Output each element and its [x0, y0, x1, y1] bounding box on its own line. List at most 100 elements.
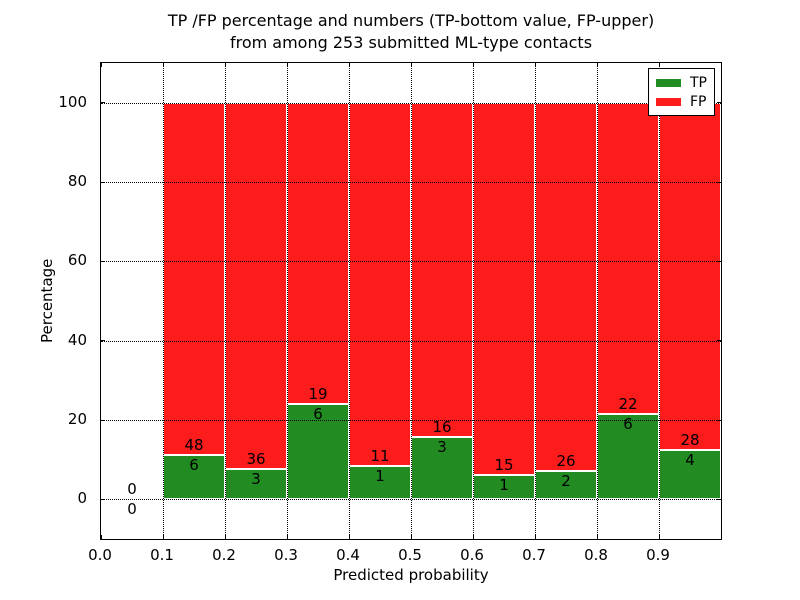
chart-title-line-1: TP /FP percentage and numbers (TP-bottom…	[167, 11, 655, 30]
tick-x-bottom-0.7	[534, 535, 536, 539]
tick-y-right-40	[717, 340, 721, 342]
tick-label-x-0.2: 0.2	[212, 546, 236, 564]
tick-label-x-0.3: 0.3	[274, 546, 298, 564]
bar-count-fp-0.9: 28	[680, 430, 700, 449]
tick-x-bottom-0.4	[348, 535, 350, 539]
tick-x-bottom-0.9	[658, 535, 660, 539]
fp-swatch-icon	[656, 97, 681, 106]
tick-x-top-0.6	[472, 63, 474, 67]
bar-count-tp-0.2: 3	[251, 469, 261, 488]
bar-count-fp-0.3: 19	[308, 385, 328, 404]
bar-tp-0.6	[473, 474, 535, 500]
bar-fp-0.7	[535, 102, 597, 471]
tick-label-x-0.7: 0.7	[522, 546, 546, 564]
bar-count-tp-0.6: 1	[499, 475, 509, 494]
bar-fp-0.2	[225, 102, 287, 469]
tick-x-bottom-0.6	[472, 535, 474, 539]
bar-count-fp-0: 0	[127, 480, 137, 499]
bar-count-fp-0.7: 26	[556, 452, 576, 470]
bar-count-tp-0.3: 6	[313, 405, 323, 424]
bar-fp-0.3	[287, 102, 349, 405]
gridline-v-0.2	[225, 63, 226, 539]
bar-count-fp-0.4: 11	[370, 447, 390, 466]
bar-count-tp-0: 0	[127, 500, 137, 519]
tick-y-right-20	[717, 419, 721, 421]
tick-y-left-20	[101, 419, 105, 421]
tick-x-bottom-0.5	[410, 535, 412, 539]
tick-x-bottom-0.0	[100, 535, 102, 539]
bar-tp-0.1	[163, 455, 225, 500]
gridline-v-0.9	[659, 63, 660, 539]
bar-count-tp-0.1: 6	[189, 456, 199, 475]
chart-title-line-2: from among 253 submitted ML-type contact…	[229, 33, 593, 52]
tick-x-bottom-0.3	[286, 535, 288, 539]
gridline-v-0.6	[473, 63, 474, 539]
tick-label-y-40: 40	[67, 330, 87, 349]
tick-label-x-0.0: 0.0	[88, 546, 112, 564]
bar-fp-0.4	[349, 102, 411, 467]
plot-area: TP FP 0 0 48 6 36 3 19 6 11 1 16 3 15 1 26 2 22 6 28 4	[100, 62, 722, 540]
gridline-v-0.1	[163, 63, 164, 539]
tick-label-y-100: 100	[58, 92, 87, 111]
tick-y-left-100	[101, 102, 105, 104]
tick-label-x-0.5: 0.5	[398, 546, 422, 564]
tick-label-y-80: 80	[67, 172, 87, 190]
tick-label-x-0.6: 0.6	[460, 546, 484, 564]
tick-y-right-0	[717, 498, 721, 500]
tick-label-x-0.1: 0.1	[150, 546, 174, 564]
legend-item-fp: FP	[656, 92, 707, 111]
tick-x-bottom-0.1	[162, 535, 164, 539]
tick-x-top-0.1	[162, 63, 164, 67]
bar-count-fp-0.5: 16	[432, 417, 452, 436]
tick-x-top-0.7	[534, 63, 536, 67]
tick-x-top-0.9	[658, 63, 660, 67]
tick-label-x-0.9: 0.9	[646, 546, 670, 564]
bar-fp-0.1	[163, 102, 225, 456]
bar-count-fp-0.1: 48	[184, 436, 204, 455]
legend-label-fp: FP	[690, 93, 707, 110]
tick-x-top-0.3	[286, 63, 288, 67]
tick-y-left-0	[101, 498, 105, 500]
gridline-v-0.8	[597, 63, 598, 539]
bar-count-tp-0.8: 6	[623, 415, 633, 434]
tick-x-bottom-0.8	[596, 535, 598, 539]
chart-title: TP /FP percentage and numbers (TP-bottom…	[100, 10, 722, 54]
bar-count-tp-0.5: 3	[437, 437, 447, 456]
legend-item-tp: TP	[656, 73, 707, 92]
gridline-v-0.3	[287, 63, 288, 539]
tick-label-x-0.4: 0.4	[336, 546, 360, 564]
bar-tp-0.4	[349, 466, 411, 500]
tick-x-top-0.0	[100, 63, 102, 67]
tick-x-bottom-0.2	[224, 535, 226, 539]
bar-fp-0.5	[411, 102, 473, 437]
tick-y-right-60	[717, 260, 721, 262]
bar-count-fp-0.6: 15	[494, 455, 514, 474]
tp-swatch-icon	[656, 78, 681, 87]
tick-x-top-0.8	[596, 63, 598, 67]
tick-y-left-60	[101, 260, 105, 262]
bar-count-tp-0.7: 2	[561, 472, 571, 490]
tick-label-y-0: 0	[77, 489, 87, 508]
tick-y-left-80	[101, 181, 105, 183]
bar-count-fp-0.2: 36	[246, 449, 266, 468]
gridline-v-0.4	[349, 63, 350, 539]
tick-x-top-0.5	[410, 63, 412, 67]
bar-fp-0.8	[597, 102, 659, 415]
bar-tp-0.8	[597, 414, 659, 500]
bar-count-tp-0.4: 1	[375, 467, 385, 486]
gridline-v-0.5	[411, 63, 412, 539]
tick-x-top-0.2	[224, 63, 226, 67]
bar-fp-0.9	[659, 102, 721, 450]
tick-label-x-0.8: 0.8	[584, 546, 608, 564]
bar-count-tp-0.9: 4	[685, 450, 695, 469]
tick-y-right-80	[717, 181, 721, 183]
legend: TP FP	[648, 68, 715, 116]
bar-fp-0.6	[473, 102, 535, 475]
tick-y-right-100	[717, 102, 721, 104]
bar-tp-0.2	[225, 468, 287, 500]
tick-y-left-40	[101, 340, 105, 342]
gridline-v-0.7	[535, 63, 536, 539]
tick-x-top-0.4	[348, 63, 350, 67]
tick-label-y-60: 60	[67, 251, 87, 270]
